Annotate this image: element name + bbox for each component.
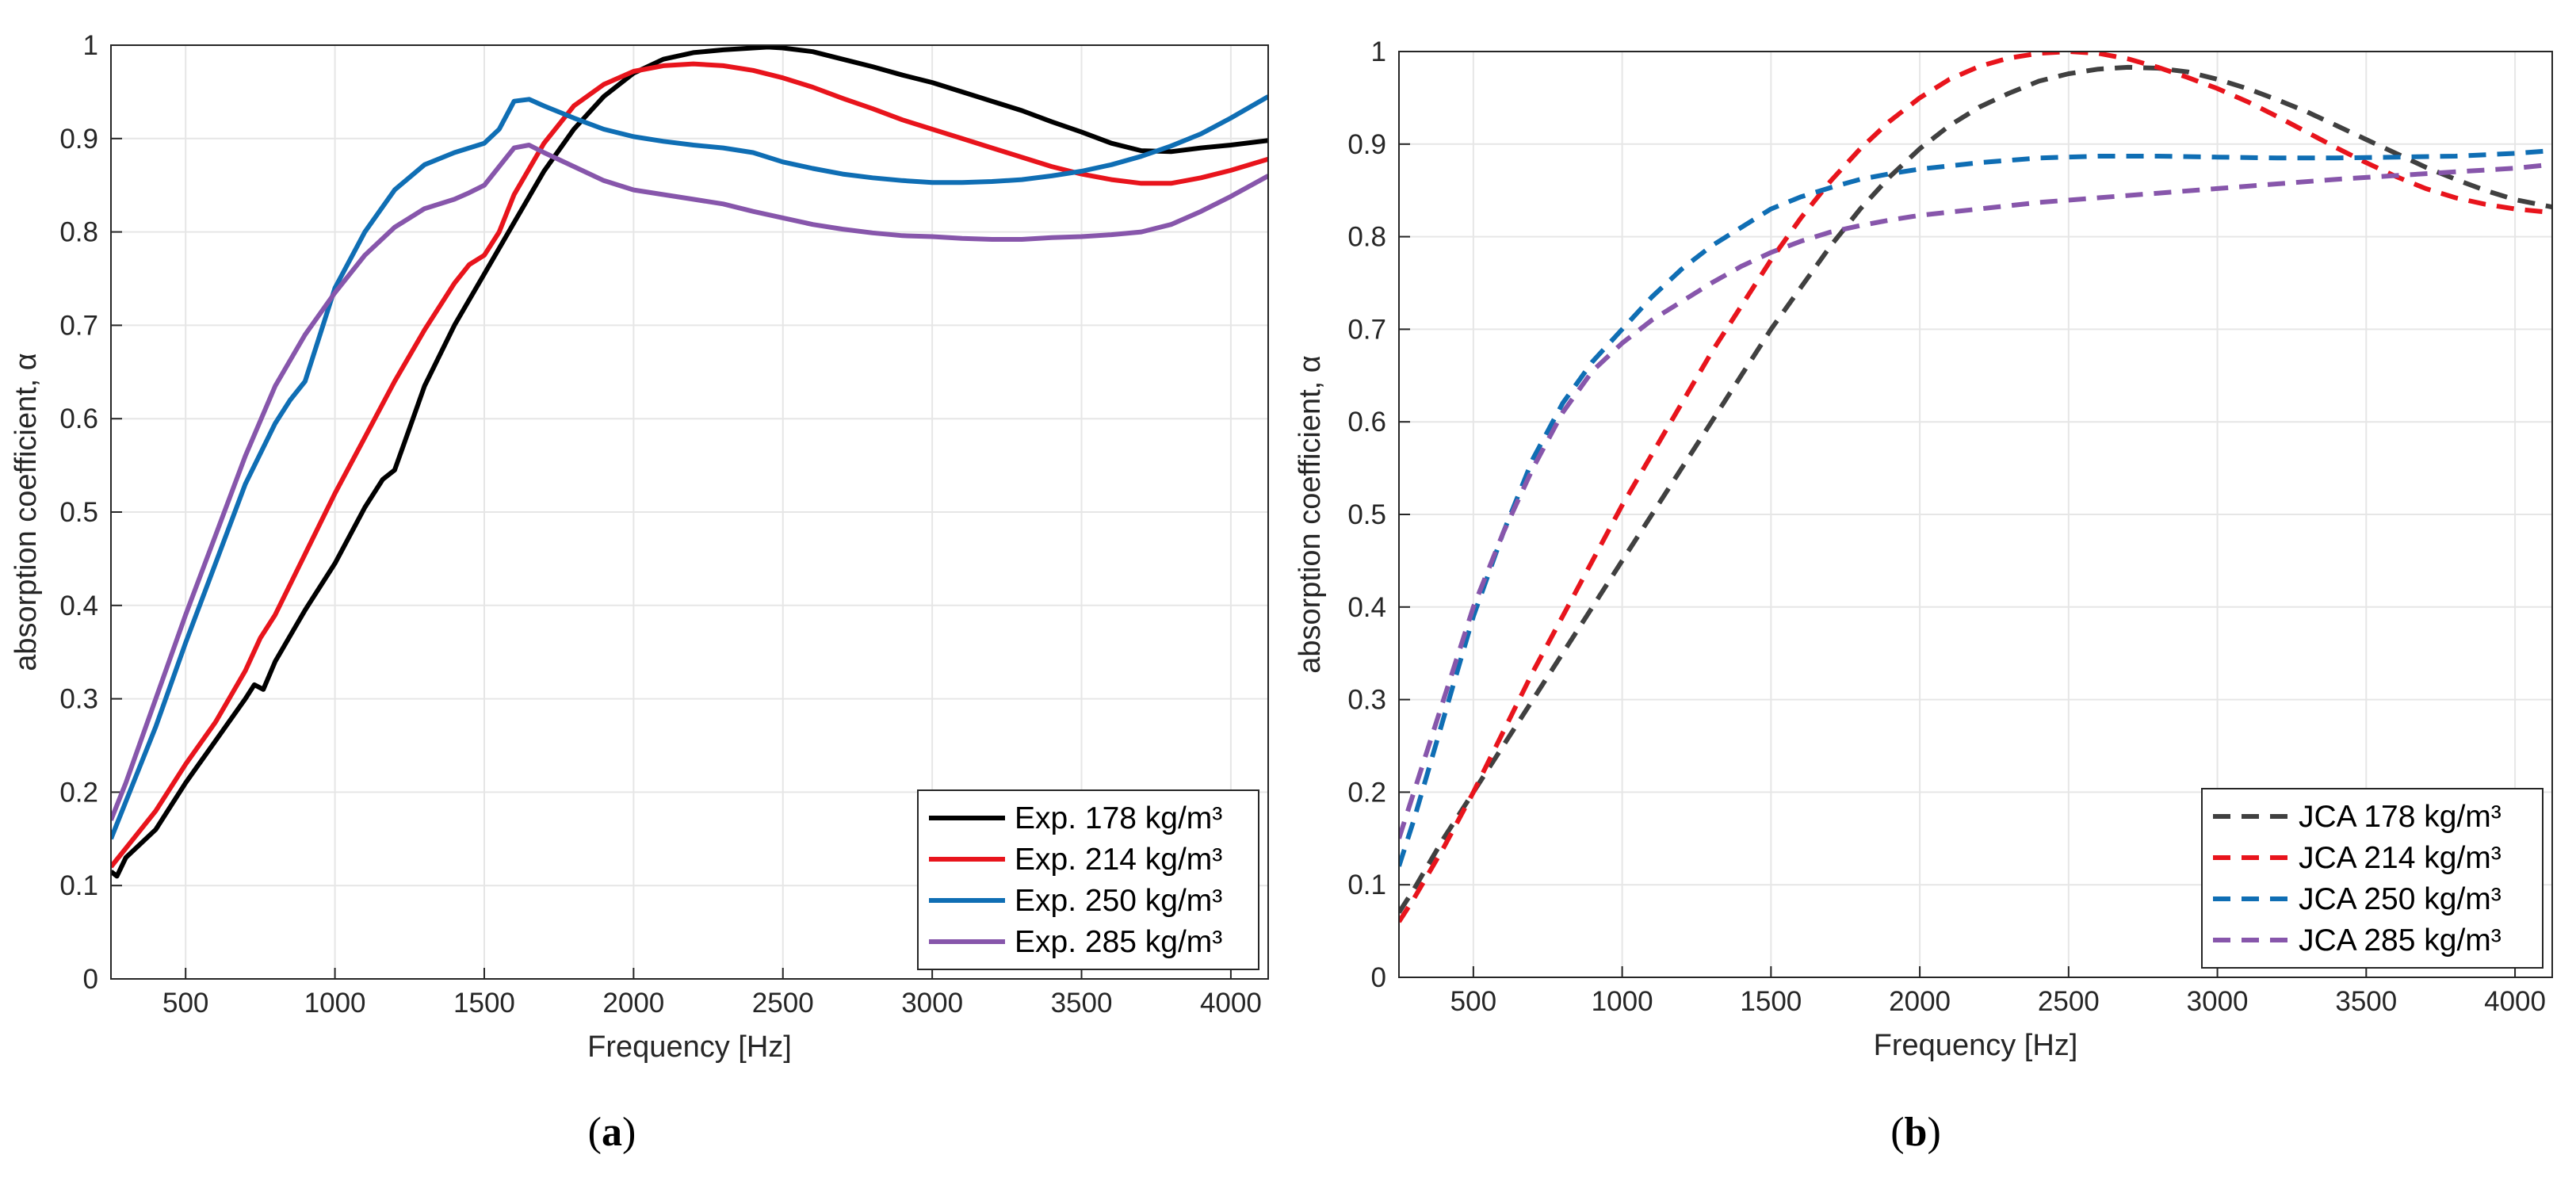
y-tick-label: 0.2 xyxy=(1347,777,1386,808)
x-tick-label: 1000 xyxy=(1592,986,1653,1017)
axes-frame xyxy=(1398,51,2553,978)
series-line-1 xyxy=(1399,64,2552,914)
y-tick-label: 0.9 xyxy=(1347,129,1386,160)
y-tick-label: 0.3 xyxy=(59,684,98,715)
y-tick-label: 0.5 xyxy=(1347,499,1386,530)
series-line-2 xyxy=(1399,52,2552,923)
y-tick-label: 0.2 xyxy=(59,777,98,808)
series-line-1 xyxy=(111,45,1268,879)
series-line-3 xyxy=(111,94,1268,840)
x-tick-label: 2500 xyxy=(752,988,814,1019)
legend-label: Exp. 285 kg/m³ xyxy=(1015,925,1222,959)
legend-label: JCA 214 kg/m³ xyxy=(2299,841,2501,875)
y-tick-label: 0.4 xyxy=(59,591,98,621)
legend-label: Exp. 214 kg/m³ xyxy=(1015,843,1222,877)
x-tick-label: 1500 xyxy=(1740,986,1802,1017)
legend-label: JCA 250 kg/m³ xyxy=(2299,882,2501,916)
y-tick-label: 0.7 xyxy=(59,310,98,341)
y-axis-label: absorption coefficient, α xyxy=(10,353,43,671)
x-axis-label: Frequency [Hz] xyxy=(587,1030,792,1064)
legend-label: JCA 285 kg/m³ xyxy=(2299,923,2501,958)
y-tick-label: 1 xyxy=(83,30,98,61)
series-line-4 xyxy=(111,143,1268,821)
y-tick-label: 0 xyxy=(83,964,98,995)
y-tick-label: 0.1 xyxy=(59,870,98,901)
x-tick-label: 3000 xyxy=(2187,986,2249,1017)
x-tick-label: 3000 xyxy=(901,988,963,1019)
x-tick-label: 500 xyxy=(162,988,208,1019)
panel-caption: (b) xyxy=(1890,1110,1941,1155)
series-line-3 xyxy=(1399,148,2552,867)
series-line-4 xyxy=(1399,162,2552,839)
x-tick-label: 2000 xyxy=(1889,986,1951,1017)
legend: Exp. 178 kg/m³ Exp. 214 kg/m³ Exp. 250 kg/… xyxy=(917,789,1259,970)
legend-label: Exp. 178 kg/m³ xyxy=(1015,801,1222,835)
x-tick-label: 2000 xyxy=(602,988,664,1019)
x-tick-label: 4000 xyxy=(2484,986,2546,1017)
y-tick-label: 0.4 xyxy=(1347,592,1386,623)
y-tick-label: 0.1 xyxy=(1347,870,1386,900)
x-tick-label: 2500 xyxy=(2038,986,2100,1017)
x-tick-label: 1000 xyxy=(304,988,366,1019)
y-tick-label: 0.6 xyxy=(59,403,98,434)
y-axis-label: absorption coefficient, α xyxy=(1294,355,1327,674)
x-tick-label: 4000 xyxy=(1200,988,1262,1019)
y-tick-label: 0.3 xyxy=(1347,685,1386,716)
y-tick-label: 0.9 xyxy=(59,124,98,155)
y-tick-label: 0.7 xyxy=(1347,314,1386,345)
series-line-2 xyxy=(111,61,1268,869)
y-tick-label: 1 xyxy=(1371,36,1386,67)
y-tick-label: 0 xyxy=(1371,962,1386,993)
x-tick-label: 3500 xyxy=(2335,986,2397,1017)
x-axis-label: Frequency [Hz] xyxy=(1874,1029,2078,1062)
y-tick-label: 0.8 xyxy=(59,217,98,248)
axes-frame xyxy=(110,44,1269,980)
panel-caption: (a) xyxy=(588,1110,636,1155)
chart-panel-b: 500 1000 1500 2000 2500 3000 3500 4000 0 0.1 0.2 0.… xyxy=(1294,36,2553,1155)
y-tick-label: 0.8 xyxy=(1347,222,1386,253)
legend-label: Exp. 250 kg/m³ xyxy=(1015,884,1222,918)
x-tick-label: 3500 xyxy=(1051,988,1113,1019)
chart-panel-a: 500 1000 1500 2000 2500 3000 3500 4000 0 0.1 0.2 0.… xyxy=(10,30,1269,1155)
legend: JCA 178 kg/m³ JCA 214 kg/m³ JCA 250 kg/m³ J… xyxy=(2201,788,2544,969)
y-tick-label: 0.6 xyxy=(1347,407,1386,438)
x-tick-label: 1500 xyxy=(453,988,515,1019)
x-tick-label: 500 xyxy=(1450,986,1496,1017)
legend-label: JCA 178 kg/m³ xyxy=(2299,800,2501,834)
y-tick-label: 0.5 xyxy=(59,497,98,528)
